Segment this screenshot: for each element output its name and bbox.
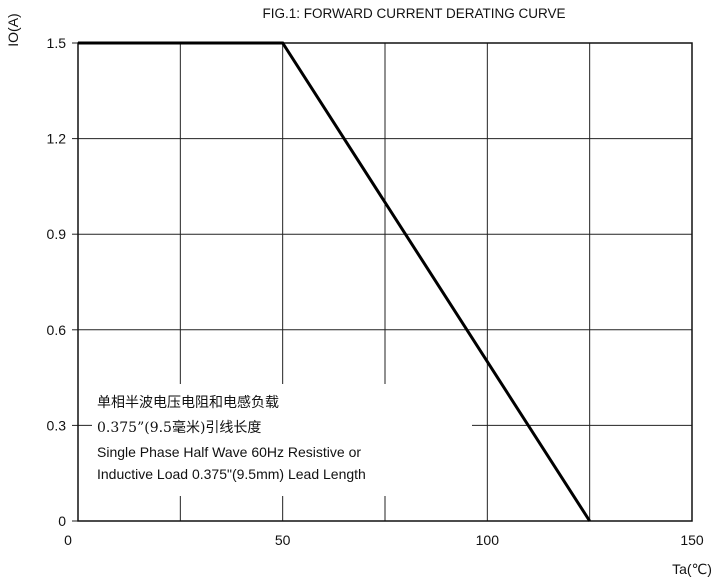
y-tick-label: 0.3 <box>47 417 67 433</box>
y-tick-labels: 0 0.3 0.6 0.9 1.2 1.5 <box>47 35 67 529</box>
y-tick-label: 1.2 <box>47 131 67 147</box>
annotation-line: 0.375”(9.5毫米)引线长度 <box>97 419 261 436</box>
annotation-background <box>92 384 472 496</box>
x-tick-labels: 0 50 100 150 <box>64 532 704 548</box>
chart-title: FIG.1: FORWARD CURRENT DERATING CURVE <box>262 6 565 21</box>
y-tick-label: 0 <box>58 513 66 529</box>
annotation-box: 单相半波电压电阻和电感负载 0.375”(9.5毫米)引线长度 Single P… <box>92 384 472 496</box>
annotation-line: 单相半波电压电阻和电感负载 <box>97 394 279 411</box>
y-tick-label: 1.5 <box>47 35 67 51</box>
x-tick-label: 150 <box>680 532 704 548</box>
x-tick-label: 50 <box>275 532 291 548</box>
y-axis-label: IO(A) <box>5 13 21 46</box>
series <box>78 41 591 522</box>
annotation-line: Single Phase Half Wave 60Hz Resistive or <box>97 444 361 460</box>
x-tick-label: 0 <box>64 532 72 548</box>
x-axis-label: Ta(℃) <box>672 561 712 577</box>
plot-frame <box>77 42 693 522</box>
series-line <box>78 41 591 522</box>
x-tick-label: 100 <box>476 532 500 548</box>
annotation-line: Inductive Load 0.375"(9.5mm) Lead Length <box>97 466 366 482</box>
y-tick-label: 0.6 <box>47 322 67 338</box>
y-tick-label: 0.9 <box>47 226 67 242</box>
grid <box>72 42 693 522</box>
